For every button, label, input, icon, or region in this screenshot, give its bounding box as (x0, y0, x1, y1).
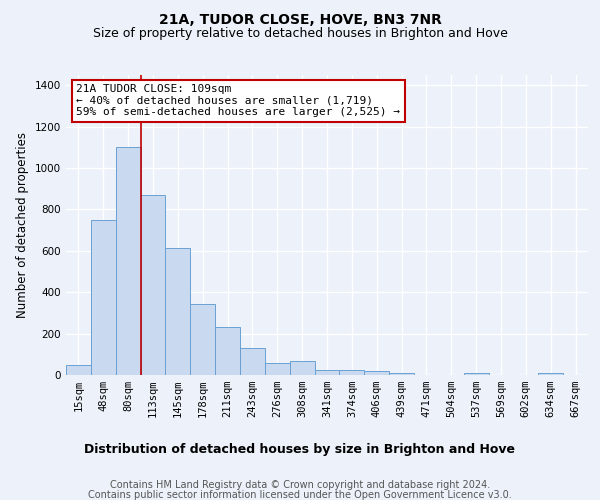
Bar (290, 361, 314, 375)
Text: Distribution of detached houses by size in Brighton and Hove: Distribution of detached houses by size … (85, 442, 515, 456)
Text: 21A, TUDOR CLOSE, HOVE, BN3 7NR: 21A, TUDOR CLOSE, HOVE, BN3 7NR (158, 12, 442, 26)
Text: 21A TUDOR CLOSE: 109sqm
← 40% of detached houses are smaller (1,719)
59% of semi: 21A TUDOR CLOSE: 109sqm ← 40% of detache… (76, 84, 400, 117)
Bar (66, 365, 91, 375)
Bar (389, 372, 414, 375)
Bar (464, 373, 488, 375)
Bar (340, 370, 364, 375)
Text: Contains public sector information licensed under the Open Government Licence v3: Contains public sector information licen… (88, 490, 512, 500)
Y-axis label: Number of detached properties: Number of detached properties (16, 132, 29, 318)
Bar (265, 362, 290, 375)
Bar (538, 373, 563, 375)
Bar (240, 348, 265, 375)
Bar (140, 195, 166, 375)
Bar (91, 220, 116, 375)
Text: Size of property relative to detached houses in Brighton and Hove: Size of property relative to detached ho… (92, 28, 508, 40)
Bar (215, 328, 240, 375)
Text: Contains HM Land Registry data © Crown copyright and database right 2024.: Contains HM Land Registry data © Crown c… (110, 480, 490, 490)
Bar (116, 148, 140, 375)
Bar (314, 370, 340, 375)
Bar (190, 304, 215, 375)
Bar (364, 372, 389, 375)
Bar (166, 248, 190, 375)
